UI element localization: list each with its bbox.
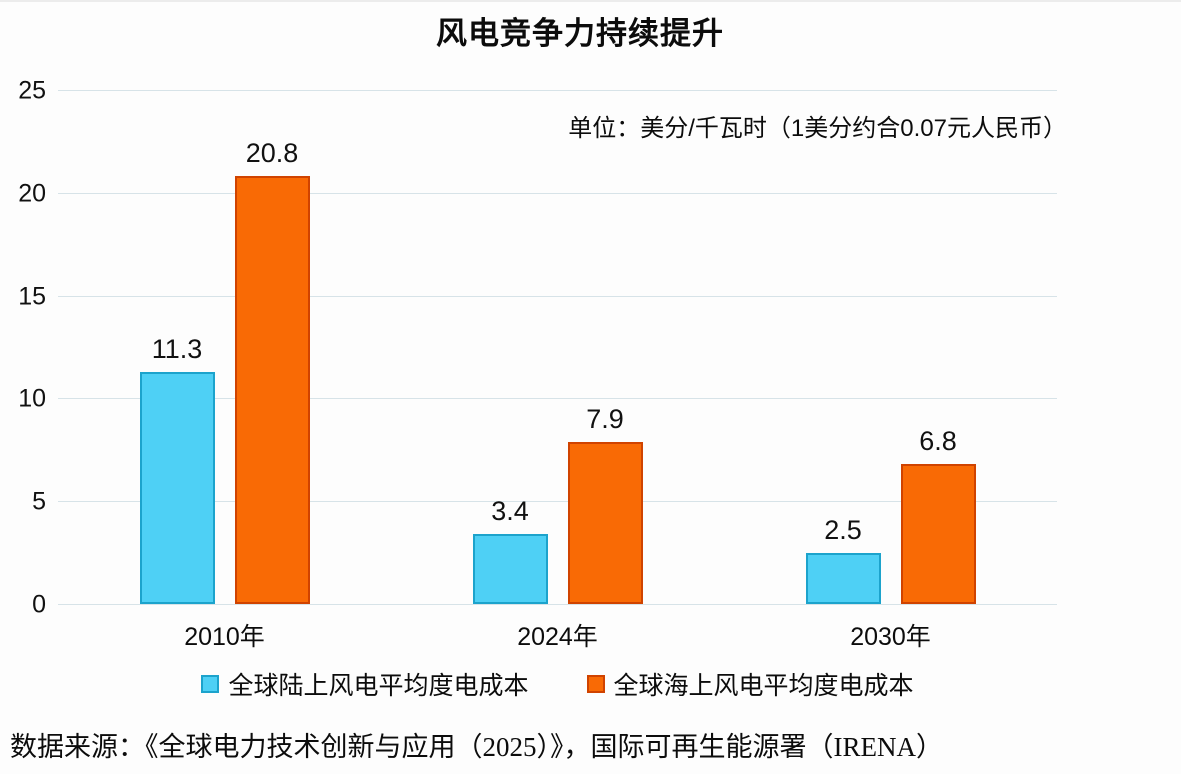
y-tick-label-5: 5 bbox=[32, 487, 46, 516]
bar-2010年-全球海上风电平均度电成本 bbox=[234, 176, 310, 604]
gridline-25 bbox=[58, 90, 1057, 91]
x-tick-label-2010年: 2010年 bbox=[184, 623, 265, 651]
bar-value-2024年-全球陆上风电平均度电成本: 3.4 bbox=[491, 496, 529, 527]
y-tick-label-15: 15 bbox=[18, 282, 46, 311]
bar-2024年-全球陆上风电平均度电成本 bbox=[472, 534, 548, 604]
gridline-5 bbox=[58, 501, 1057, 503]
legend-item-全球陆上风电平均度电成本: 全球陆上风电平均度电成本 bbox=[201, 666, 529, 702]
y-tick-label-10: 10 bbox=[18, 384, 46, 413]
legend: 全球陆上风电平均度电成本 全球海上风电平均度电成本 bbox=[58, 666, 1057, 702]
x-tick-label-2024年: 2024年 bbox=[517, 623, 598, 651]
y-axis: 0 5 10 15 20 25 bbox=[0, 78, 48, 617]
bar-value-2010年-全球陆上风电平均度电成本: 11.3 bbox=[151, 333, 203, 364]
unit-note: 单位：美分/千瓦时（1美分约合0.07元人民币） bbox=[568, 115, 1067, 142]
bar-2030年-全球海上风电平均度电成本 bbox=[900, 464, 976, 604]
bar-value-2030年-全球陆上风电平均度电成本: 2.5 bbox=[824, 514, 862, 545]
gridline-0 bbox=[58, 604, 1057, 605]
legend-label: 全球陆上风电平均度电成本 bbox=[228, 672, 529, 700]
chart-title: 风电竞争力持续提升 bbox=[436, 16, 724, 51]
bar-value-2024年-全球海上风电平均度电成本: 7.9 bbox=[586, 403, 624, 434]
bar-value-2010年-全球海上风电平均度电成本: 20.8 bbox=[245, 138, 299, 169]
legend-swatch-icon bbox=[586, 675, 605, 693]
bar-value-2030年-全球海上风电平均度电成本: 6.8 bbox=[919, 426, 957, 457]
legend-label: 全球海上风电平均度电成本 bbox=[613, 672, 914, 700]
gridline-15 bbox=[58, 295, 1057, 297]
legend-swatch-icon bbox=[201, 675, 220, 693]
gridline-10 bbox=[58, 398, 1057, 400]
source-note: 数据来源：《全球电力技术创新与应用（2025）》，国际可再生能源署（IRENA） bbox=[10, 732, 943, 762]
bar-2030年-全球陆上风电平均度电成本 bbox=[805, 552, 881, 604]
legend-item-全球海上风电平均度电成本: 全球海上风电平均度电成本 bbox=[586, 666, 914, 702]
y-tick-label-25: 25 bbox=[18, 76, 46, 105]
plot-area: 11.3 20.8 3.4 7.9 2.5 6.8 bbox=[58, 90, 1057, 605]
bar-2010年-全球陆上风电平均度电成本 bbox=[139, 371, 215, 604]
x-tick-label-2030年: 2030年 bbox=[850, 623, 931, 651]
bar-2024年-全球海上风电平均度电成本 bbox=[567, 441, 643, 604]
y-tick-label-0: 0 bbox=[32, 590, 46, 619]
gridline-20 bbox=[58, 192, 1057, 194]
x-axis: 2010年 2024年 2030年 bbox=[58, 617, 1057, 653]
y-tick-label-20: 20 bbox=[18, 179, 46, 208]
